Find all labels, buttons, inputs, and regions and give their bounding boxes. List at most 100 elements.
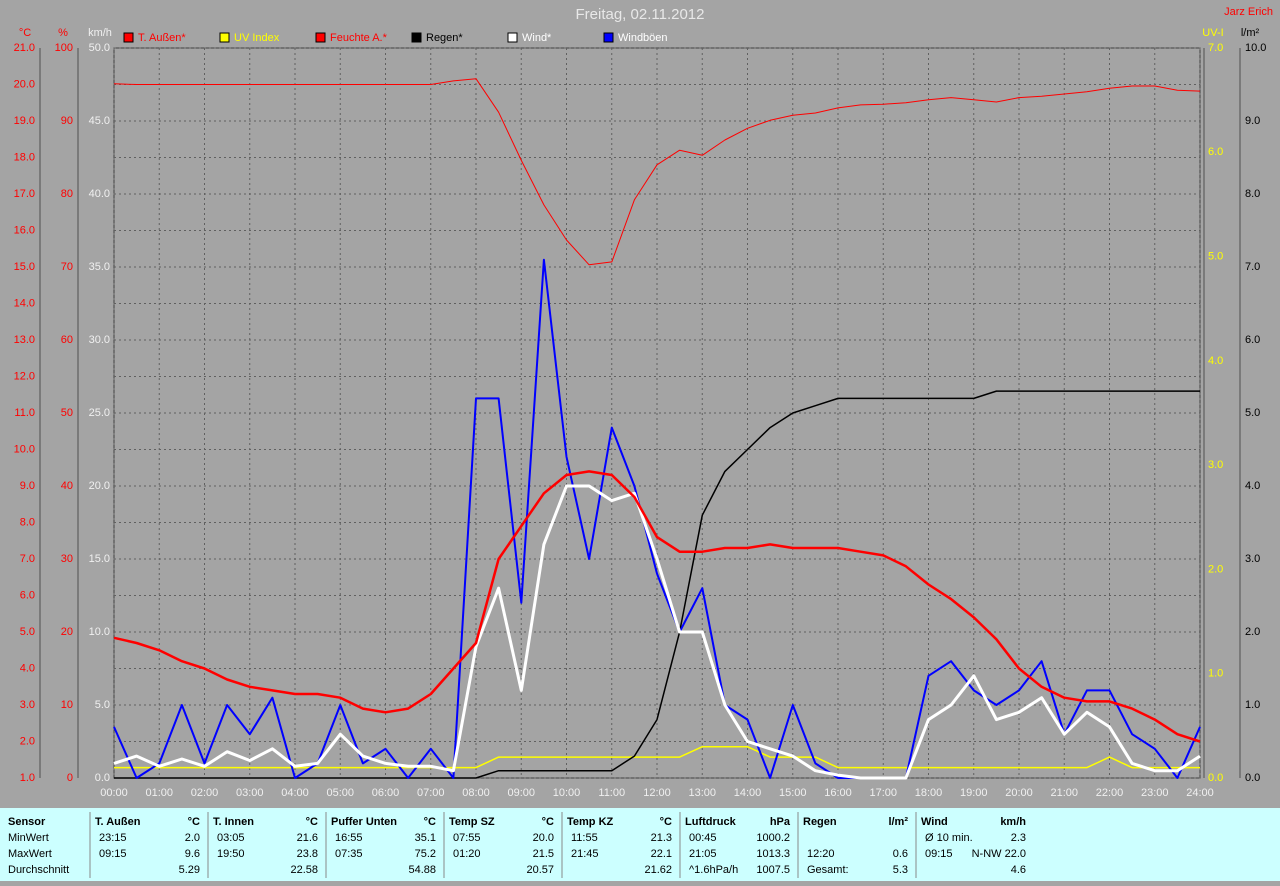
y-tick-label: 10 bbox=[61, 699, 73, 711]
row-label: Sensor bbox=[8, 816, 46, 828]
y-tick-label: 5.0 bbox=[1245, 407, 1260, 419]
y-tick-label: 25.0 bbox=[89, 407, 110, 419]
y-tick-label: 30.0 bbox=[89, 334, 110, 346]
cell-value: 21.5 bbox=[533, 848, 554, 860]
x-tick-label: 20:00 bbox=[1005, 787, 1033, 799]
y-tick-label: 7.0 bbox=[20, 553, 35, 565]
axis-title: UV-I bbox=[1202, 27, 1223, 39]
y-tick-label: 6.0 bbox=[1208, 146, 1223, 158]
cell-value: 2.3 bbox=[1011, 832, 1026, 844]
y-tick-label: 4.0 bbox=[1208, 355, 1223, 367]
cell-label: 03:05 bbox=[217, 832, 245, 844]
x-tick-label: 06:00 bbox=[372, 787, 400, 799]
y-tick-label: 5.0 bbox=[1208, 250, 1223, 262]
y-tick-label: 40.0 bbox=[89, 188, 110, 200]
x-tick-label: 04:00 bbox=[281, 787, 309, 799]
column-header: Wind bbox=[921, 816, 948, 828]
y-tick-label: 21.0 bbox=[14, 42, 35, 54]
y-tick-label: 1.0 bbox=[1245, 699, 1260, 711]
x-tick-label: 14:00 bbox=[734, 787, 762, 799]
y-tick-label: 0.0 bbox=[1208, 772, 1223, 784]
author: Jarz Erich bbox=[1224, 6, 1273, 18]
y-tick-label: 80 bbox=[61, 188, 73, 200]
cell-value: 0.6 bbox=[893, 848, 908, 860]
y-tick-label: 70 bbox=[61, 261, 73, 273]
cell-value: 4.6 bbox=[1011, 864, 1026, 876]
row-label: Durchschnitt bbox=[8, 864, 69, 876]
row-label: MaxWert bbox=[8, 848, 52, 860]
y-tick-label: 3.0 bbox=[20, 699, 35, 711]
y-tick-label: 15.0 bbox=[89, 553, 110, 565]
y-tick-label: 15.0 bbox=[14, 261, 35, 273]
series-line bbox=[113, 470, 1201, 743]
y-tick-label: 45.0 bbox=[89, 115, 110, 127]
column-unit: °C bbox=[424, 816, 436, 828]
column-unit: hPa bbox=[770, 816, 791, 828]
column-unit: °C bbox=[306, 816, 318, 828]
column-unit: °C bbox=[188, 816, 200, 828]
y-tick-label: 19.0 bbox=[14, 115, 35, 127]
y-tick-label: 16.0 bbox=[14, 224, 35, 236]
y-tick-label: 9.0 bbox=[20, 480, 35, 492]
x-tick-label: 24:00 bbox=[1186, 787, 1214, 799]
cell-value: 22.58 bbox=[290, 864, 318, 876]
cell-value: 2.0 bbox=[185, 832, 200, 844]
axis-title: % bbox=[58, 27, 68, 39]
column-header: Puffer Unten bbox=[331, 816, 397, 828]
cell-value: 21.6 bbox=[297, 832, 318, 844]
legend-label: Regen* bbox=[426, 32, 463, 44]
y-tick-label: 2.0 bbox=[1208, 563, 1223, 575]
cell-label: 09:15 bbox=[99, 848, 127, 860]
axis-title: °C bbox=[19, 27, 31, 39]
x-tick-label: 15:00 bbox=[779, 787, 807, 799]
cell-label: Ø 10 min. bbox=[925, 832, 973, 844]
x-tick-label: 02:00 bbox=[191, 787, 219, 799]
cell-label: 21:05 bbox=[689, 848, 717, 860]
y-tick-label: 8.0 bbox=[1245, 188, 1260, 200]
cell-label: 23:15 bbox=[99, 832, 127, 844]
y-tick-label: 4.0 bbox=[1245, 480, 1260, 492]
y-tick-label: 50.0 bbox=[89, 42, 110, 54]
x-tick-label: 05:00 bbox=[326, 787, 354, 799]
cell-value: 20.0 bbox=[533, 832, 554, 844]
cell-label: 07:35 bbox=[335, 848, 363, 860]
y-tick-label: 8.0 bbox=[20, 516, 35, 528]
cell-label: 09:15 bbox=[925, 848, 953, 860]
x-tick-label: 12:00 bbox=[643, 787, 671, 799]
legend-swatch bbox=[219, 32, 230, 43]
y-tick-label: 18.0 bbox=[14, 151, 35, 163]
column-header: T. Innen bbox=[213, 816, 254, 828]
cell-value: 22.1 bbox=[651, 848, 672, 860]
cell-value: 21.62 bbox=[644, 864, 672, 876]
cell-label: 01:20 bbox=[453, 848, 481, 860]
column-unit: °C bbox=[660, 816, 672, 828]
legend-label: UV Index bbox=[234, 32, 280, 44]
legend-swatch bbox=[603, 32, 614, 43]
y-tick-label: 5.0 bbox=[95, 699, 110, 711]
cell-label: 16:55 bbox=[335, 832, 363, 844]
x-tick-label: 16:00 bbox=[824, 787, 852, 799]
series-line bbox=[113, 258, 1201, 779]
cell-label: ^1.6hPa/h bbox=[689, 864, 738, 876]
y-tick-label: 40 bbox=[61, 480, 73, 492]
y-tick-label: 1.0 bbox=[1208, 668, 1223, 680]
y-tick-label: 10.0 bbox=[14, 443, 35, 455]
cell-value: 54.88 bbox=[408, 864, 436, 876]
x-tick-label: 17:00 bbox=[869, 787, 897, 799]
row-label: MinWert bbox=[8, 832, 49, 844]
y-tick-label: 9.0 bbox=[1245, 115, 1260, 127]
cell-label: 19:50 bbox=[217, 848, 245, 860]
y-tick-label: 0 bbox=[67, 772, 73, 784]
x-tick-label: 19:00 bbox=[960, 787, 988, 799]
series-line bbox=[113, 78, 1201, 266]
column-unit: °C bbox=[542, 816, 554, 828]
x-tick-label: 07:00 bbox=[417, 787, 445, 799]
y-tick-label: 0.0 bbox=[95, 772, 110, 784]
stats-table: Sensor MinWert MaxWert Durchschnitt T. Außen… bbox=[8, 812, 1026, 878]
y-tick-label: 14.0 bbox=[14, 297, 35, 309]
legend-label: Feuchte A.* bbox=[330, 32, 388, 44]
cell-value: 5.3 bbox=[893, 864, 908, 876]
axis-title: km/h bbox=[88, 27, 112, 39]
y-tick-label: 20.0 bbox=[14, 78, 35, 90]
y-tick-label: 5.0 bbox=[20, 626, 35, 638]
